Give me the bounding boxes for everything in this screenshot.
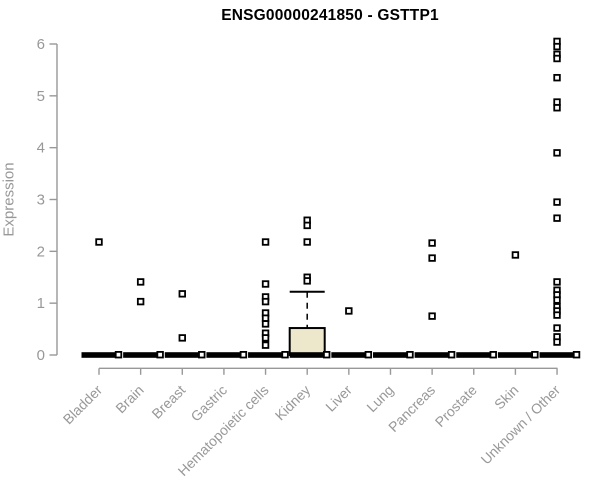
zero-point — [572, 350, 581, 359]
x-axis-category-label: Breast — [148, 382, 188, 422]
zero-point — [364, 350, 373, 359]
data-point — [261, 280, 270, 288]
data-point — [553, 104, 561, 112]
y-axis-tick-label: 3 — [37, 192, 45, 209]
x-axis-category-label: Brain — [112, 382, 146, 416]
data-point — [553, 198, 561, 206]
zero-point — [322, 350, 331, 359]
box-iqr — [288, 327, 326, 356]
zero-median-bar — [456, 352, 492, 358]
data-point — [261, 297, 270, 306]
data-point — [136, 297, 145, 306]
zero-median-bar — [289, 352, 325, 358]
zero-point — [447, 350, 456, 359]
data-point — [136, 278, 145, 286]
data-point — [261, 238, 270, 246]
zero-point — [239, 350, 248, 359]
data-point — [553, 324, 561, 332]
data-point — [95, 238, 103, 246]
data-point — [553, 149, 561, 157]
data-point — [178, 290, 186, 298]
x-axis-category-label: Lung — [363, 382, 396, 415]
y-axis-tick-label: 1 — [37, 295, 45, 312]
zero-median-bar — [539, 352, 575, 358]
zero-point — [156, 350, 164, 359]
data-point — [511, 251, 520, 259]
zero-median-bar — [497, 352, 533, 358]
y-axis-tick-label: 5 — [37, 88, 45, 105]
x-axis-category-label: Prostate — [432, 382, 480, 430]
data-point — [553, 338, 561, 346]
data-point — [261, 314, 270, 322]
zero-median-bar — [248, 352, 284, 358]
data-point — [261, 341, 270, 349]
y-axis-tick-label: 6 — [37, 36, 45, 53]
data-point — [553, 214, 561, 222]
zero-median-bar — [81, 352, 117, 358]
zero-point — [281, 350, 289, 359]
zero-median-bar — [206, 352, 242, 358]
data-point — [553, 311, 561, 319]
data-point — [553, 278, 561, 286]
y-axis-tick-label: 0 — [37, 347, 45, 364]
zero-median-bar — [123, 352, 159, 358]
data-point — [553, 98, 561, 106]
x-axis-category-label: Unknown / Other — [478, 382, 564, 468]
data-point — [428, 254, 436, 262]
zero-point — [198, 350, 206, 359]
zero-point — [406, 350, 414, 359]
data-point — [303, 238, 311, 246]
x-axis-category-label: Kidney — [272, 382, 314, 424]
y-axis-tick-label: 2 — [37, 243, 45, 260]
data-point — [553, 296, 561, 304]
zero-point — [531, 350, 539, 359]
zero-point — [114, 350, 123, 359]
data-point — [553, 73, 561, 82]
data-point — [303, 277, 311, 285]
data-point — [261, 320, 270, 328]
zero-median-bar — [414, 352, 450, 358]
x-axis-category-label: Bladder — [60, 382, 106, 428]
data-point — [553, 54, 561, 63]
x-axis-category-label: Skin — [491, 382, 522, 413]
y-axis-tick-label: 4 — [37, 140, 45, 157]
zero-median-bar — [164, 352, 200, 358]
zero-point — [489, 350, 497, 359]
chart-title: ENSG00000241850 - GSTTP1 — [221, 7, 439, 24]
zero-median-bar — [372, 352, 408, 358]
data-point — [428, 239, 436, 247]
data-point — [428, 312, 436, 320]
data-point — [261, 334, 270, 342]
x-axis-category-label: Liver — [322, 382, 355, 415]
data-point — [178, 334, 186, 342]
data-point — [303, 221, 311, 230]
data-point — [553, 42, 561, 51]
data-point — [345, 307, 353, 315]
zero-median-bar — [331, 352, 367, 358]
